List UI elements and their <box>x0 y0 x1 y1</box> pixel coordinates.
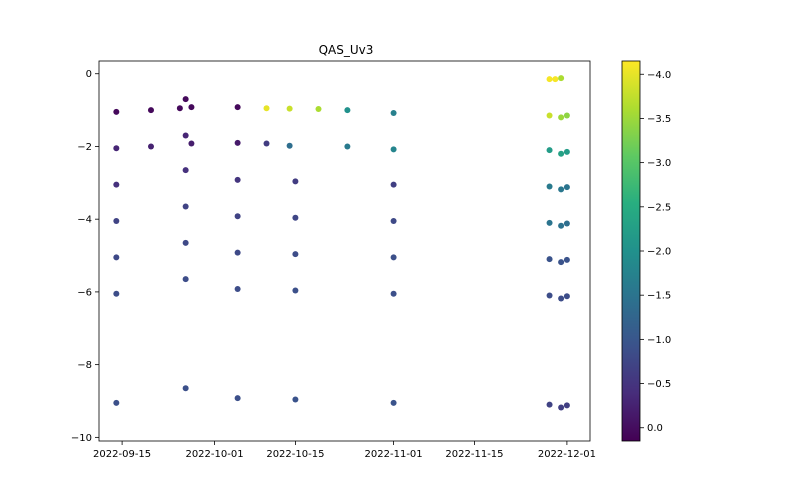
scatter-point <box>558 222 565 229</box>
scatter-point <box>234 395 241 402</box>
scatter-point <box>234 176 241 183</box>
scatter-point <box>292 214 299 221</box>
x-tick-label: 2022-11-15 <box>445 449 503 460</box>
scatter-point <box>558 75 565 82</box>
scatter-point <box>390 146 397 153</box>
scatter-point <box>558 295 565 302</box>
scatter-point <box>113 290 120 297</box>
scatter-point <box>286 105 293 112</box>
colorbar-tick-label: −1.0 <box>647 335 671 346</box>
x-tick-label: 2022-10-15 <box>266 449 324 460</box>
scatter-point <box>234 249 241 256</box>
colorbar-tick-label: 0.0 <box>647 423 663 434</box>
scatter-point <box>113 108 120 115</box>
scatter-point <box>546 219 553 226</box>
y-tick-label: −2 <box>77 142 92 153</box>
scatter-point <box>390 110 397 116</box>
colorbar-tick-label: −3.5 <box>647 114 671 125</box>
y-tick-label: −6 <box>77 287 92 298</box>
x-tick-label: 2022-11-01 <box>365 449 423 460</box>
scatter-point <box>234 286 241 292</box>
scatter-point <box>113 145 120 152</box>
scatter-point <box>113 254 120 261</box>
scatter-point <box>558 114 565 121</box>
scatter-point <box>563 293 570 300</box>
colorbar-tick-label: −2.5 <box>647 202 671 213</box>
scatter-point <box>263 105 270 112</box>
y-tick-label: −4 <box>77 215 92 226</box>
scatter-point <box>390 181 397 188</box>
scatter-point <box>182 385 189 392</box>
scatter-point <box>344 107 351 114</box>
scatter-point <box>390 290 397 297</box>
scatter-point <box>546 147 553 154</box>
scatter-point <box>563 184 570 191</box>
scatter-point <box>563 256 570 263</box>
scatter-point <box>113 218 120 224</box>
colorbar <box>621 60 641 442</box>
scatter-point <box>234 139 241 146</box>
scatter-point <box>390 399 397 406</box>
scatter-point <box>147 143 154 150</box>
colorbar-tick-label: −3.0 <box>647 158 671 169</box>
scatter-point <box>182 203 189 210</box>
scatter-point <box>563 112 570 119</box>
y-tick-label: −8 <box>77 360 92 371</box>
scatter-point <box>546 76 553 83</box>
scatter-point <box>188 140 195 147</box>
scatter-point <box>390 218 397 224</box>
scatter-point <box>182 276 189 283</box>
y-tick-label: 0 <box>86 69 92 80</box>
scatter-point <box>292 287 299 294</box>
scatter-point <box>563 148 570 155</box>
scatter-point <box>546 112 553 119</box>
scatter-point <box>182 167 189 174</box>
scatter-point <box>558 186 565 193</box>
x-tick-label: 2022-10-01 <box>185 449 243 460</box>
colorbar-tick-label: −2.0 <box>647 247 671 258</box>
scatter-point <box>390 254 397 261</box>
scatter-point <box>563 220 570 227</box>
scatter-point <box>558 404 565 411</box>
scatter-point <box>546 256 553 263</box>
y-tick-label: −10 <box>71 433 92 444</box>
scatter-point <box>546 401 553 408</box>
scatter-point <box>292 396 299 403</box>
x-tick-label: 2022-12-01 <box>538 449 596 460</box>
colorbar-tick-label: −4.0 <box>647 70 671 81</box>
scatter-point <box>182 132 189 139</box>
scatter-point <box>286 142 293 149</box>
colorbar-tick-label: −0.5 <box>647 379 671 390</box>
scatter-point <box>558 259 565 266</box>
scatter-point <box>188 104 195 111</box>
scatter-point <box>147 107 154 114</box>
scatter-point <box>315 106 322 112</box>
scatter-points <box>113 75 570 411</box>
x-tick-label: 2022-09-15 <box>93 449 151 460</box>
scatter-point <box>292 178 299 185</box>
scatter-point <box>234 104 241 111</box>
colorbar-axis: 0.0 −0.5 −1.0 −1.5 −2.0 −2.5 −3.0 −3.5 −4.0 <box>640 70 671 434</box>
scatter-point <box>546 292 553 299</box>
scatter-point <box>292 251 299 258</box>
scatter-point <box>234 213 241 220</box>
chart-title: QAS_Uv3 <box>319 43 374 57</box>
scatter-point <box>558 150 565 157</box>
scatter-point <box>182 239 189 246</box>
plot-frame <box>98 60 591 442</box>
scatter-point <box>182 96 189 103</box>
scatter-point <box>176 105 183 112</box>
scatter-point <box>344 143 351 150</box>
scatter-point <box>563 402 570 409</box>
scatter-point <box>113 181 120 188</box>
x-axis: 2022-09-15 2022-10-01 2022-10-15 2022-11-01… <box>93 441 596 460</box>
scatter-point <box>552 76 559 83</box>
scatter-point <box>546 183 553 190</box>
scatter-point <box>113 399 120 406</box>
scatter-point <box>263 140 270 147</box>
colorbar-tick-label: −1.5 <box>647 291 671 302</box>
y-axis: 0 −2 −4 −6 −8 −10 <box>71 69 99 444</box>
